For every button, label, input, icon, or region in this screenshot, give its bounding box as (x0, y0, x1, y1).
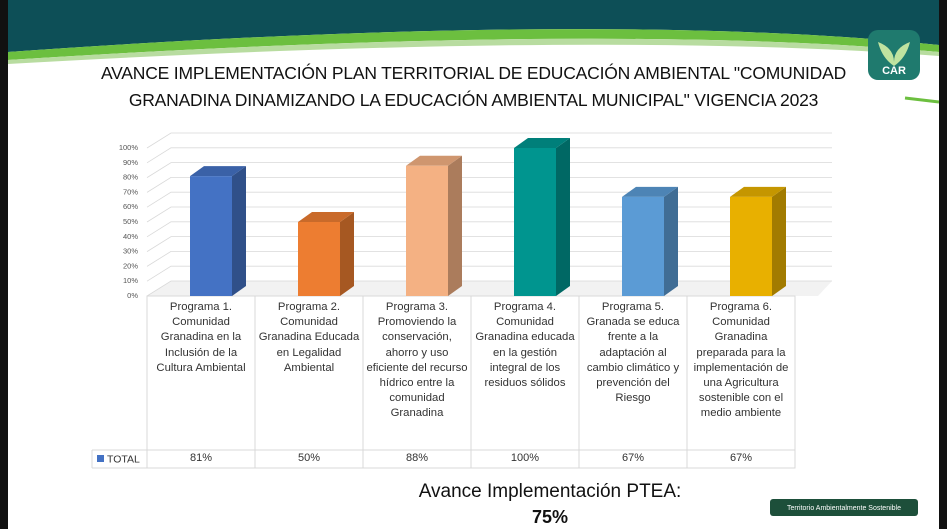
grid-line (146, 250, 832, 267)
bar-side (772, 186, 786, 296)
top-stripe (8, 29, 939, 60)
y-tick-label: 20% (123, 261, 138, 270)
bar-top (514, 138, 570, 148)
top-band (8, 0, 939, 52)
data-label: 81% (189, 452, 213, 464)
left-edge (0, 0, 8, 529)
grid-line (146, 280, 832, 297)
y-tick-label: 70% (123, 187, 138, 196)
data-label: 88% (405, 452, 429, 464)
logo-icon (878, 42, 910, 66)
grid-line (146, 206, 832, 223)
bar (730, 186, 786, 296)
bar-side (340, 212, 354, 296)
y-tick-label: 30% (123, 247, 138, 256)
y-tick-label: 100% (119, 143, 139, 152)
bar-side (232, 166, 246, 296)
bar-top (190, 166, 246, 177)
data-label: 67% (729, 452, 753, 464)
right-edge (939, 0, 947, 529)
data-label: 50% (297, 452, 321, 464)
grid-line (146, 221, 832, 238)
x-tick-label: Programa 5. Granada se educa frente a la… (586, 301, 680, 405)
y-tick-label: 40% (123, 232, 138, 241)
bar-front (406, 165, 448, 296)
bar-side (448, 155, 462, 296)
logo-text: CAR (882, 65, 906, 77)
grid-line (146, 176, 832, 193)
footer-badge (770, 499, 918, 516)
x-tick-label: Programa 4. Comunidad Granadina educada … (475, 301, 575, 390)
bar (406, 155, 462, 296)
bar (622, 186, 678, 296)
title-line: AVANCE IMPLEMENTACIÓN PLAN TERRITORIAL D… (100, 63, 847, 83)
grid-line (146, 147, 832, 164)
x-tick-label: Programa 1. Comunidad Granadina en la In… (156, 301, 246, 374)
x-tick-label: Programa 2. Comunidad Granadina Educada … (258, 301, 360, 374)
grid-line (146, 236, 832, 252)
x-tick-label: Programa 6. Comunidad Granadina preparad… (693, 301, 789, 420)
bar-front (190, 176, 232, 296)
y-tick-label: 60% (123, 202, 138, 211)
y-tick-label: 10% (123, 276, 138, 285)
y-tick-label: 90% (123, 158, 138, 167)
bar-top (730, 186, 786, 197)
side-stripe (904, 96, 940, 104)
floor (147, 281, 832, 296)
grid-line (146, 162, 832, 178)
bar-front (298, 222, 340, 296)
bar-top (622, 186, 678, 197)
bar-side (664, 186, 678, 296)
top-stripe-light (8, 38, 939, 64)
logo-badge (868, 30, 920, 80)
y-tick-label: 0% (127, 291, 138, 300)
legend-label: TOTAL (107, 453, 140, 465)
bar (514, 138, 570, 296)
data-label: 67% (621, 452, 645, 464)
bar-top (298, 212, 354, 222)
bar (298, 212, 354, 296)
y-tick-label: 80% (123, 173, 138, 182)
bar (190, 166, 246, 296)
annotation-value: 75% (532, 507, 568, 527)
title-line: GRANADINA DINAMIZANDO LA EDUCACIÓN AMBIE… (128, 90, 819, 110)
bar-front (514, 148, 556, 296)
data-label: 100% (510, 452, 540, 464)
grid-line (146, 132, 832, 149)
bar-front (622, 196, 664, 296)
legend-swatch (97, 455, 104, 462)
annotation: Avance Implementación PTEA: (419, 481, 682, 502)
footer-text: Territorio Ambientalmente Sostenible (787, 505, 901, 512)
y-tick-label: 50% (123, 217, 138, 226)
bar-front (730, 196, 772, 296)
grid-line (146, 265, 832, 282)
bar-side (556, 138, 570, 296)
bar-top (406, 155, 462, 166)
grid-line (146, 191, 832, 208)
x-tick-label: Programa 3. Promoviendo la conservación,… (366, 301, 468, 420)
